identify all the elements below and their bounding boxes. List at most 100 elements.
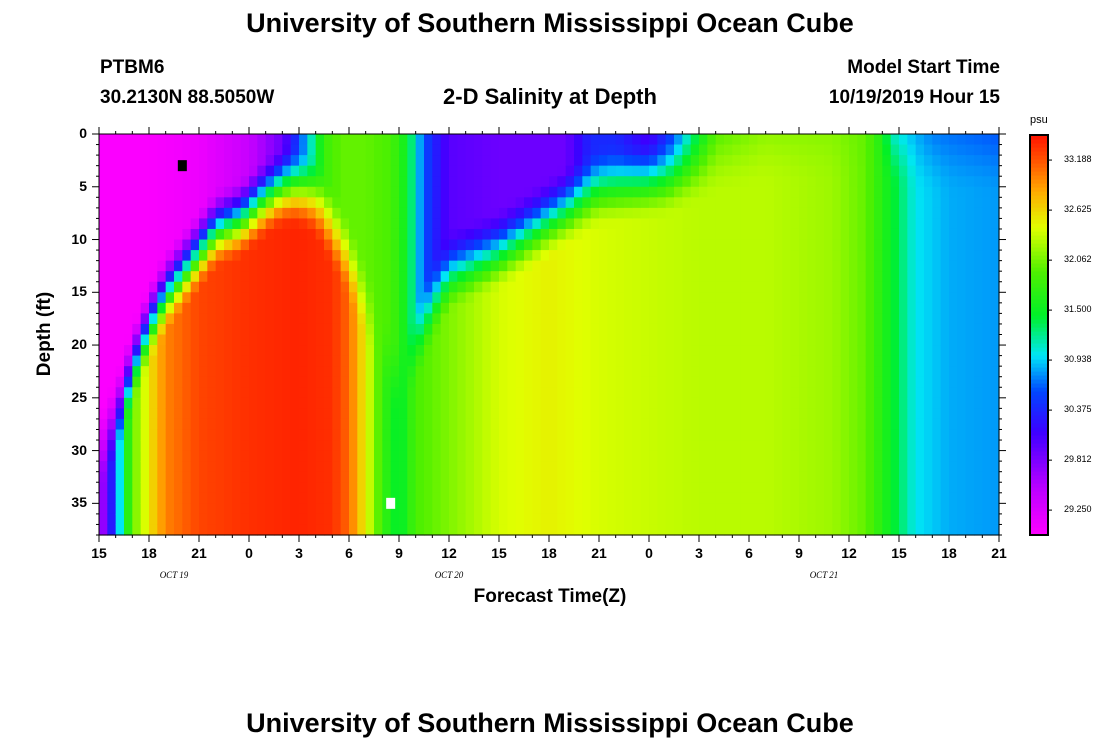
heatmap-cell	[465, 271, 475, 283]
colorbar-segment	[1030, 467, 1048, 472]
heatmap-cell	[249, 503, 258, 515]
heatmap-cell	[165, 313, 175, 325]
heatmap-cell	[499, 492, 508, 504]
heatmap-cell	[907, 302, 917, 314]
heatmap-cell	[874, 429, 883, 441]
colorbar-segment	[1030, 339, 1048, 344]
heatmap-cell	[465, 408, 475, 420]
heatmap-cell	[199, 387, 208, 399]
heatmap-cell	[549, 461, 558, 473]
heatmap-cell	[349, 239, 358, 251]
heatmap-cell	[757, 260, 767, 272]
heatmap-cell	[282, 387, 292, 399]
heatmap-cell	[407, 250, 417, 262]
heatmap-cell	[465, 250, 475, 262]
heatmap-cell	[240, 207, 250, 220]
heatmap-cell	[499, 302, 508, 314]
heatmap-cell	[215, 250, 225, 262]
heatmap-cell	[832, 165, 842, 177]
heatmap-cell	[190, 313, 200, 325]
heatmap-cell	[440, 218, 450, 230]
heatmap-cell	[174, 260, 183, 272]
heatmap-cell	[99, 397, 108, 409]
heatmap-cell	[740, 250, 750, 262]
x-tick-label: 9	[795, 545, 803, 561]
heatmap-cell	[732, 418, 742, 431]
heatmap-cell	[599, 197, 608, 209]
heatmap-cell	[274, 239, 283, 251]
heatmap-cell	[824, 482, 833, 494]
heatmap-cell	[774, 492, 783, 504]
heatmap-cell	[115, 408, 125, 420]
heatmap-cell	[774, 186, 783, 198]
heatmap-cell	[532, 461, 542, 473]
heatmap-cell	[682, 397, 692, 409]
heatmap-cell	[832, 408, 842, 420]
heatmap-cell	[707, 387, 717, 399]
heatmap-cell	[965, 503, 975, 515]
heatmap-cell	[807, 408, 817, 420]
heatmap-cell	[907, 450, 917, 462]
heatmap-cell	[324, 323, 333, 336]
heatmap-cell	[782, 376, 792, 388]
heatmap-cell	[690, 239, 700, 251]
heatmap-cell	[182, 376, 192, 388]
heatmap-cell	[224, 176, 233, 188]
heatmap-cell	[824, 302, 833, 314]
heatmap-cell	[424, 176, 433, 188]
heatmap-cell	[465, 186, 475, 198]
heatmap-cell	[199, 397, 208, 409]
heatmap-cell	[515, 155, 525, 167]
heatmap-cell	[132, 355, 142, 367]
heatmap-cell	[715, 387, 725, 399]
heatmap-cell	[724, 218, 733, 230]
heatmap-cell	[840, 387, 850, 399]
heatmap-cell	[540, 228, 550, 241]
heatmap-cell	[924, 207, 933, 220]
heatmap-cell	[532, 292, 542, 304]
heatmap-cell	[815, 387, 825, 399]
heatmap-cell	[740, 429, 750, 441]
heatmap-cell	[515, 366, 525, 378]
heatmap-cell	[149, 165, 158, 177]
heatmap-cell	[774, 355, 783, 367]
heatmap-cell	[224, 165, 233, 177]
heatmap-cell	[482, 239, 492, 251]
heatmap-cell	[765, 513, 775, 526]
heatmap-cell	[315, 176, 325, 188]
heatmap-cell	[565, 302, 575, 314]
heatmap-cell	[515, 197, 525, 209]
heatmap-cell	[149, 250, 158, 262]
heatmap-cell	[682, 176, 692, 188]
heatmap-cell	[899, 387, 908, 399]
heatmap-cell	[790, 450, 800, 462]
heatmap-cell	[982, 387, 992, 399]
heatmap-cell	[740, 144, 750, 156]
heatmap-cell	[499, 218, 508, 230]
heatmap-cell	[832, 334, 842, 346]
heatmap-cell	[165, 334, 175, 346]
heatmap-cell	[232, 408, 242, 420]
heatmap-cell	[990, 524, 1000, 536]
heatmap-cell	[332, 155, 342, 167]
heatmap-cell	[807, 323, 817, 336]
heatmap-cell	[249, 239, 258, 251]
heatmap-cell	[524, 281, 533, 293]
heatmap-cell	[224, 239, 233, 251]
heatmap-cell	[157, 250, 167, 262]
heatmap-cell	[890, 376, 900, 388]
heatmap-cell	[232, 345, 242, 357]
heatmap-cell	[349, 165, 358, 177]
heatmap-cell	[107, 176, 117, 188]
heatmap-cell	[899, 292, 908, 304]
heatmap-cell	[165, 503, 175, 515]
heatmap-cell	[174, 323, 183, 336]
heatmap-cell	[657, 323, 667, 336]
heatmap-cell	[115, 450, 125, 462]
heatmap-cell	[540, 134, 550, 146]
heatmap-cell	[849, 313, 858, 325]
heatmap-cell	[649, 165, 658, 177]
heatmap-cell	[299, 513, 308, 526]
heatmap-cell	[507, 440, 517, 452]
heatmap-cell	[115, 313, 125, 325]
